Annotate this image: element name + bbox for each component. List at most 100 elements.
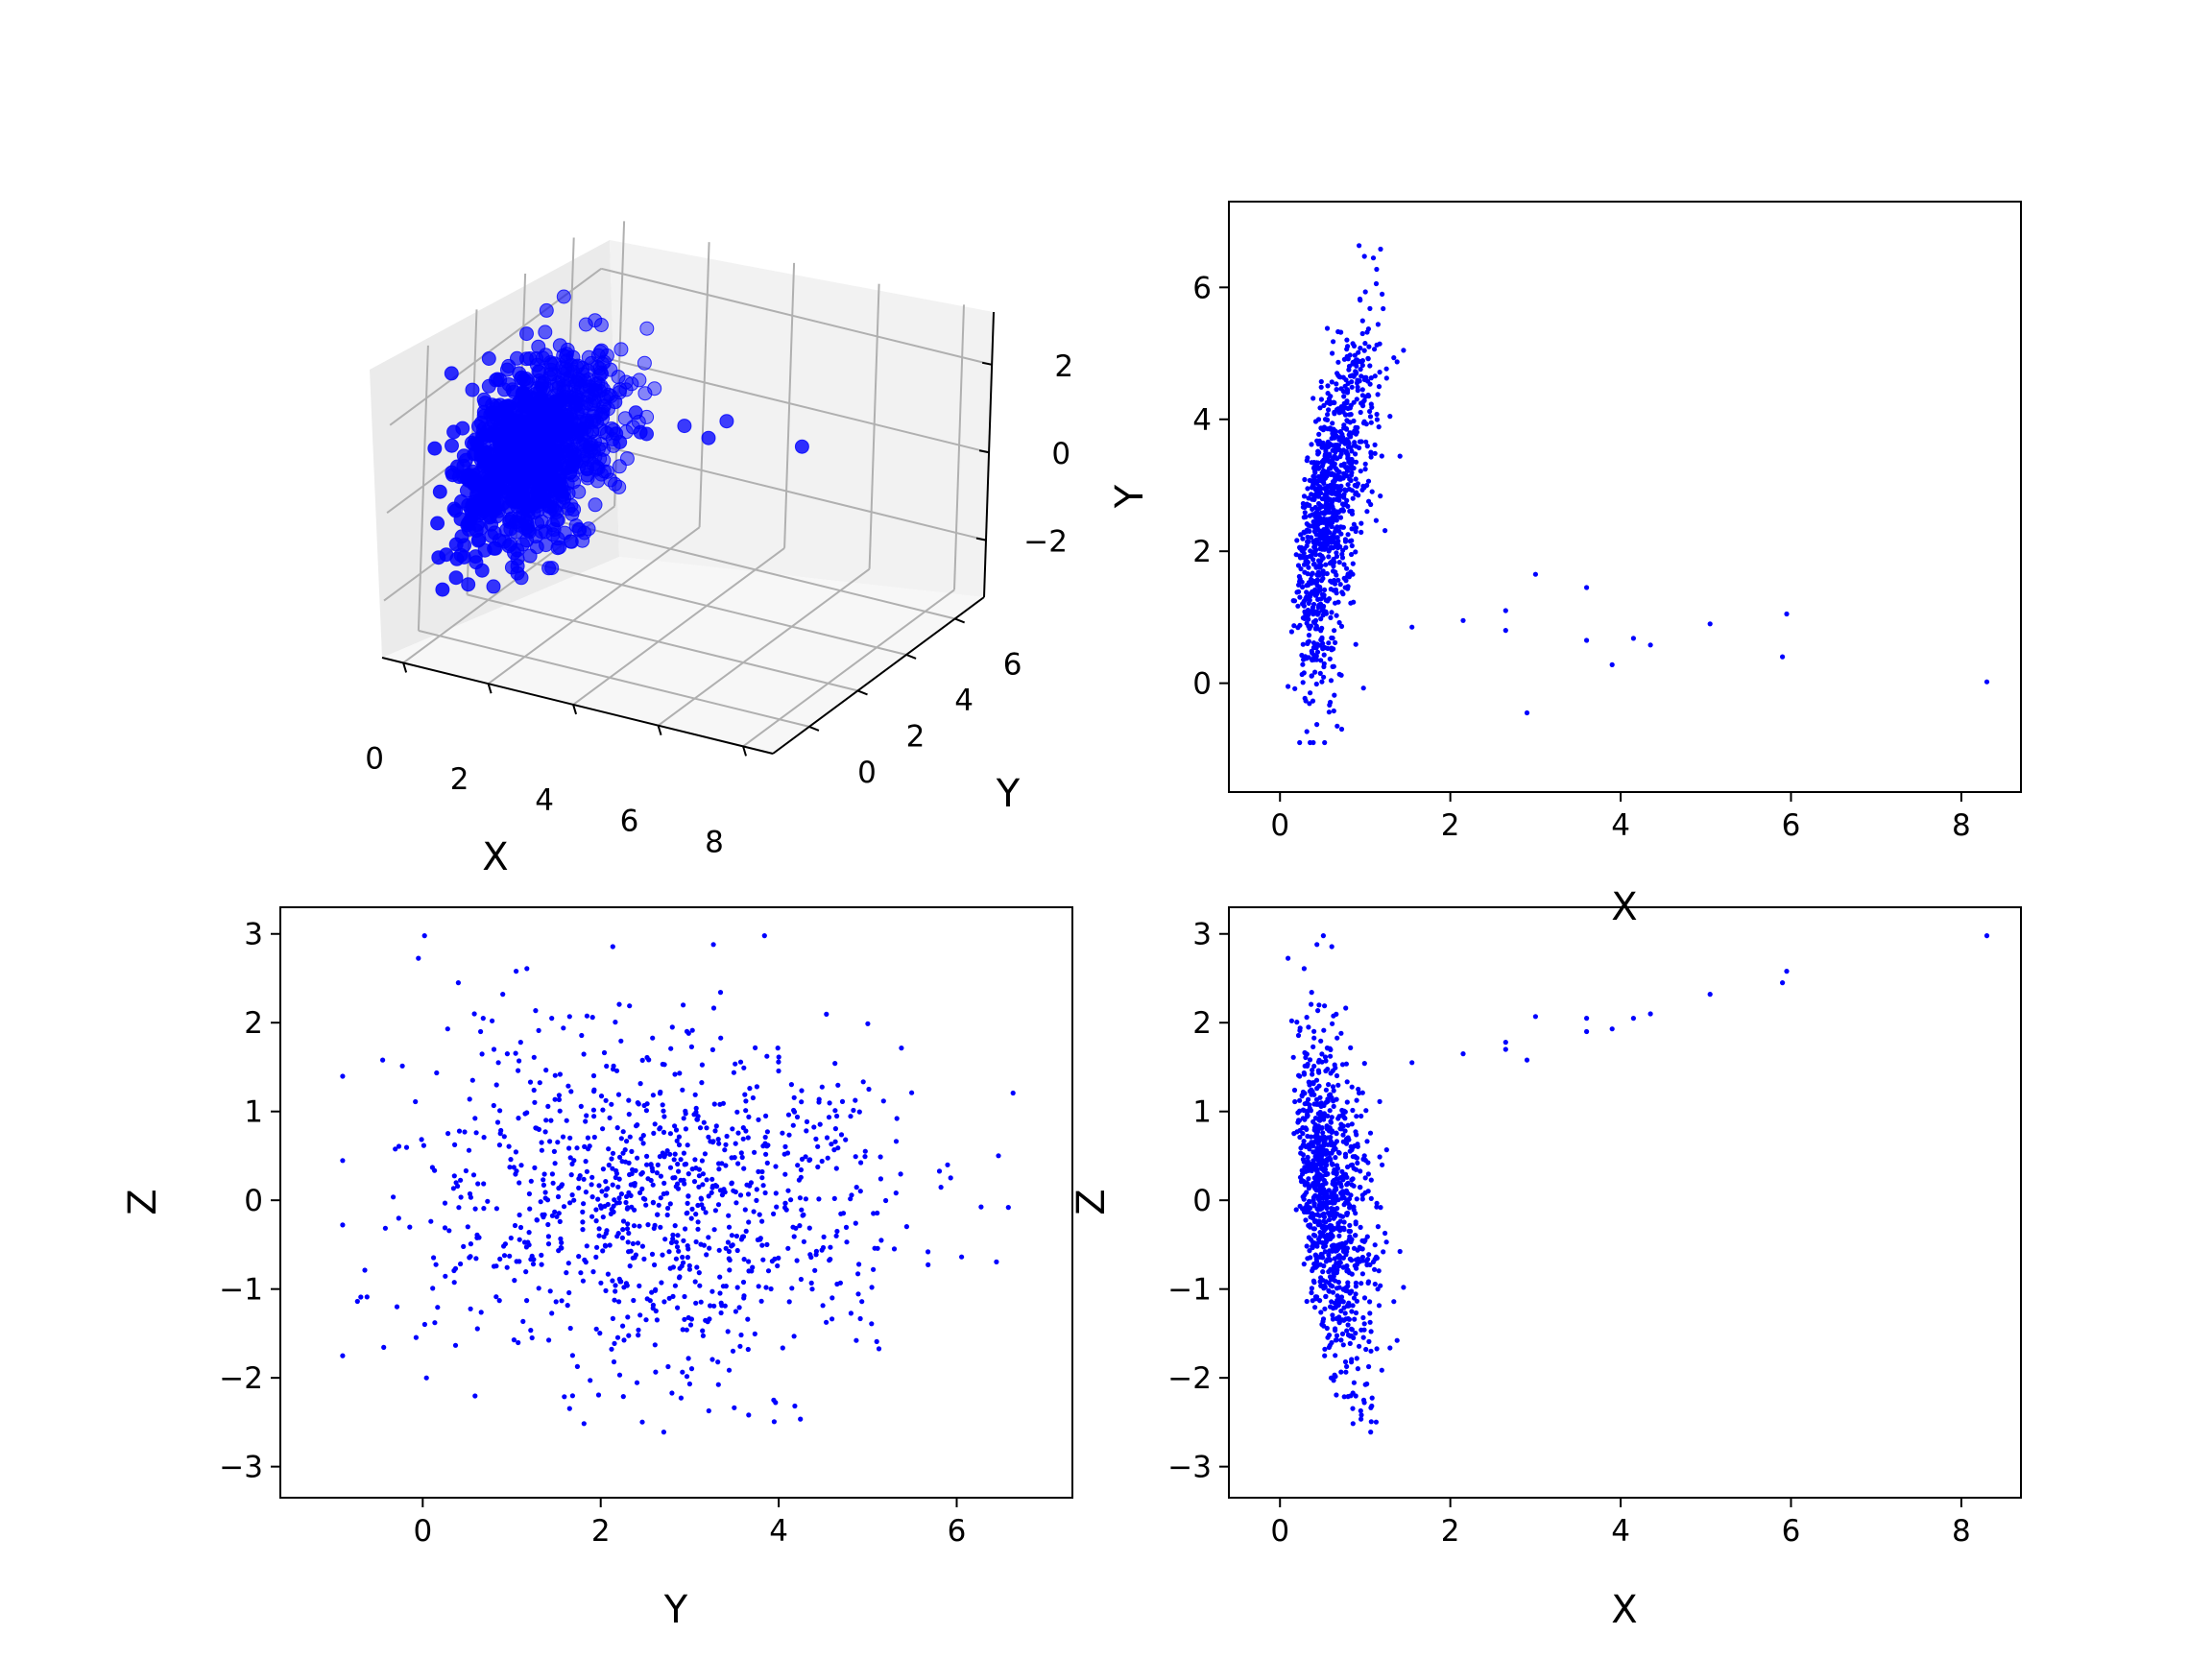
data-point — [1348, 1163, 1354, 1168]
data-point — [843, 1137, 849, 1142]
data-point — [883, 1197, 889, 1204]
data-point — [1299, 652, 1305, 659]
data-point-3d — [431, 550, 446, 565]
data-point — [693, 1300, 699, 1306]
data-point-3d — [594, 367, 610, 381]
data-point — [1343, 1141, 1350, 1146]
data-point — [469, 1077, 475, 1083]
data-point — [1321, 592, 1327, 598]
data-point — [435, 1305, 441, 1310]
data-point — [650, 1200, 657, 1206]
data-point — [1326, 548, 1332, 554]
data-point — [650, 1093, 657, 1098]
data-point — [481, 1181, 487, 1187]
data-point — [451, 1267, 457, 1274]
data-point — [692, 1092, 698, 1097]
data-point — [1292, 685, 1298, 691]
data-point — [1387, 414, 1393, 420]
data-point — [613, 1288, 618, 1294]
yz-x-tick-label: 6 — [948, 1514, 967, 1549]
data-point — [518, 1163, 524, 1168]
data-point — [552, 1072, 558, 1078]
data-point — [1630, 1016, 1636, 1022]
xy-y-tick-label: 6 — [1192, 271, 1212, 305]
data-point — [1330, 1312, 1335, 1318]
data-point — [517, 1040, 523, 1046]
data-point-3d — [612, 459, 627, 474]
data-point — [523, 1269, 529, 1275]
data-point — [1321, 510, 1327, 516]
data-point — [834, 1228, 840, 1235]
data-point — [1372, 442, 1378, 447]
data-point — [600, 1214, 606, 1220]
data-point — [1318, 558, 1324, 564]
data-point — [1311, 1035, 1317, 1041]
data-point — [543, 1068, 549, 1073]
data-point — [1328, 1283, 1334, 1288]
data-point — [1304, 1015, 1310, 1021]
data-point — [1343, 465, 1349, 470]
data-point — [639, 1186, 645, 1191]
data-point — [571, 1197, 577, 1203]
data-point — [1409, 624, 1415, 630]
data-point — [610, 1150, 616, 1156]
data-point — [809, 1286, 815, 1292]
data-point — [734, 1285, 740, 1290]
data-point — [1367, 1319, 1373, 1325]
data-point — [1334, 381, 1339, 387]
data-point — [625, 1221, 631, 1227]
data-point — [1630, 636, 1636, 641]
data-point — [1584, 637, 1590, 643]
data-point — [1300, 1116, 1306, 1121]
data-point — [794, 1114, 801, 1120]
data-point — [623, 1199, 629, 1206]
data-point — [1337, 487, 1343, 493]
data-point — [1353, 451, 1358, 457]
data-point — [674, 1138, 680, 1143]
data-point — [590, 1072, 597, 1079]
data-point — [1301, 515, 1307, 520]
data-point — [1334, 535, 1340, 541]
data-point — [1329, 470, 1334, 476]
data-point — [791, 1094, 797, 1100]
data-point — [1313, 609, 1320, 614]
data-point — [701, 1242, 708, 1248]
data-point — [1359, 362, 1365, 369]
data-point-3d — [430, 516, 445, 531]
data-point — [835, 1145, 841, 1151]
data-point — [511, 1337, 517, 1343]
data-point — [1358, 1412, 1364, 1418]
data-point — [1327, 1046, 1333, 1051]
data-point — [821, 1234, 827, 1239]
data-point — [1364, 444, 1370, 449]
data-point — [676, 1134, 683, 1140]
data-point — [681, 1238, 686, 1243]
data-point — [364, 1294, 370, 1300]
data-point — [689, 1206, 695, 1212]
data-point — [1325, 1171, 1331, 1177]
data-point — [909, 1090, 915, 1095]
data-point-3d — [435, 582, 450, 597]
data-point — [1307, 701, 1312, 707]
data-point — [709, 1190, 714, 1195]
data-point — [1314, 1086, 1320, 1092]
data-point — [876, 1346, 882, 1352]
data-point — [1337, 582, 1343, 588]
data-point — [493, 1206, 500, 1212]
data-point — [722, 1303, 728, 1309]
data-point — [506, 1143, 512, 1149]
data-point — [745, 1316, 751, 1322]
data-point — [634, 1380, 640, 1385]
data-point — [631, 1223, 637, 1229]
data-point — [786, 1299, 792, 1305]
data-point — [609, 1346, 614, 1352]
grid-line — [613, 221, 626, 507]
data-point — [1303, 1217, 1309, 1223]
data-point — [1351, 599, 1357, 605]
data-point — [1335, 1246, 1341, 1252]
data-point-3d — [445, 468, 460, 483]
y-tick-mark-3d — [808, 725, 820, 732]
data-point — [706, 1235, 711, 1240]
data-point — [1314, 649, 1321, 655]
